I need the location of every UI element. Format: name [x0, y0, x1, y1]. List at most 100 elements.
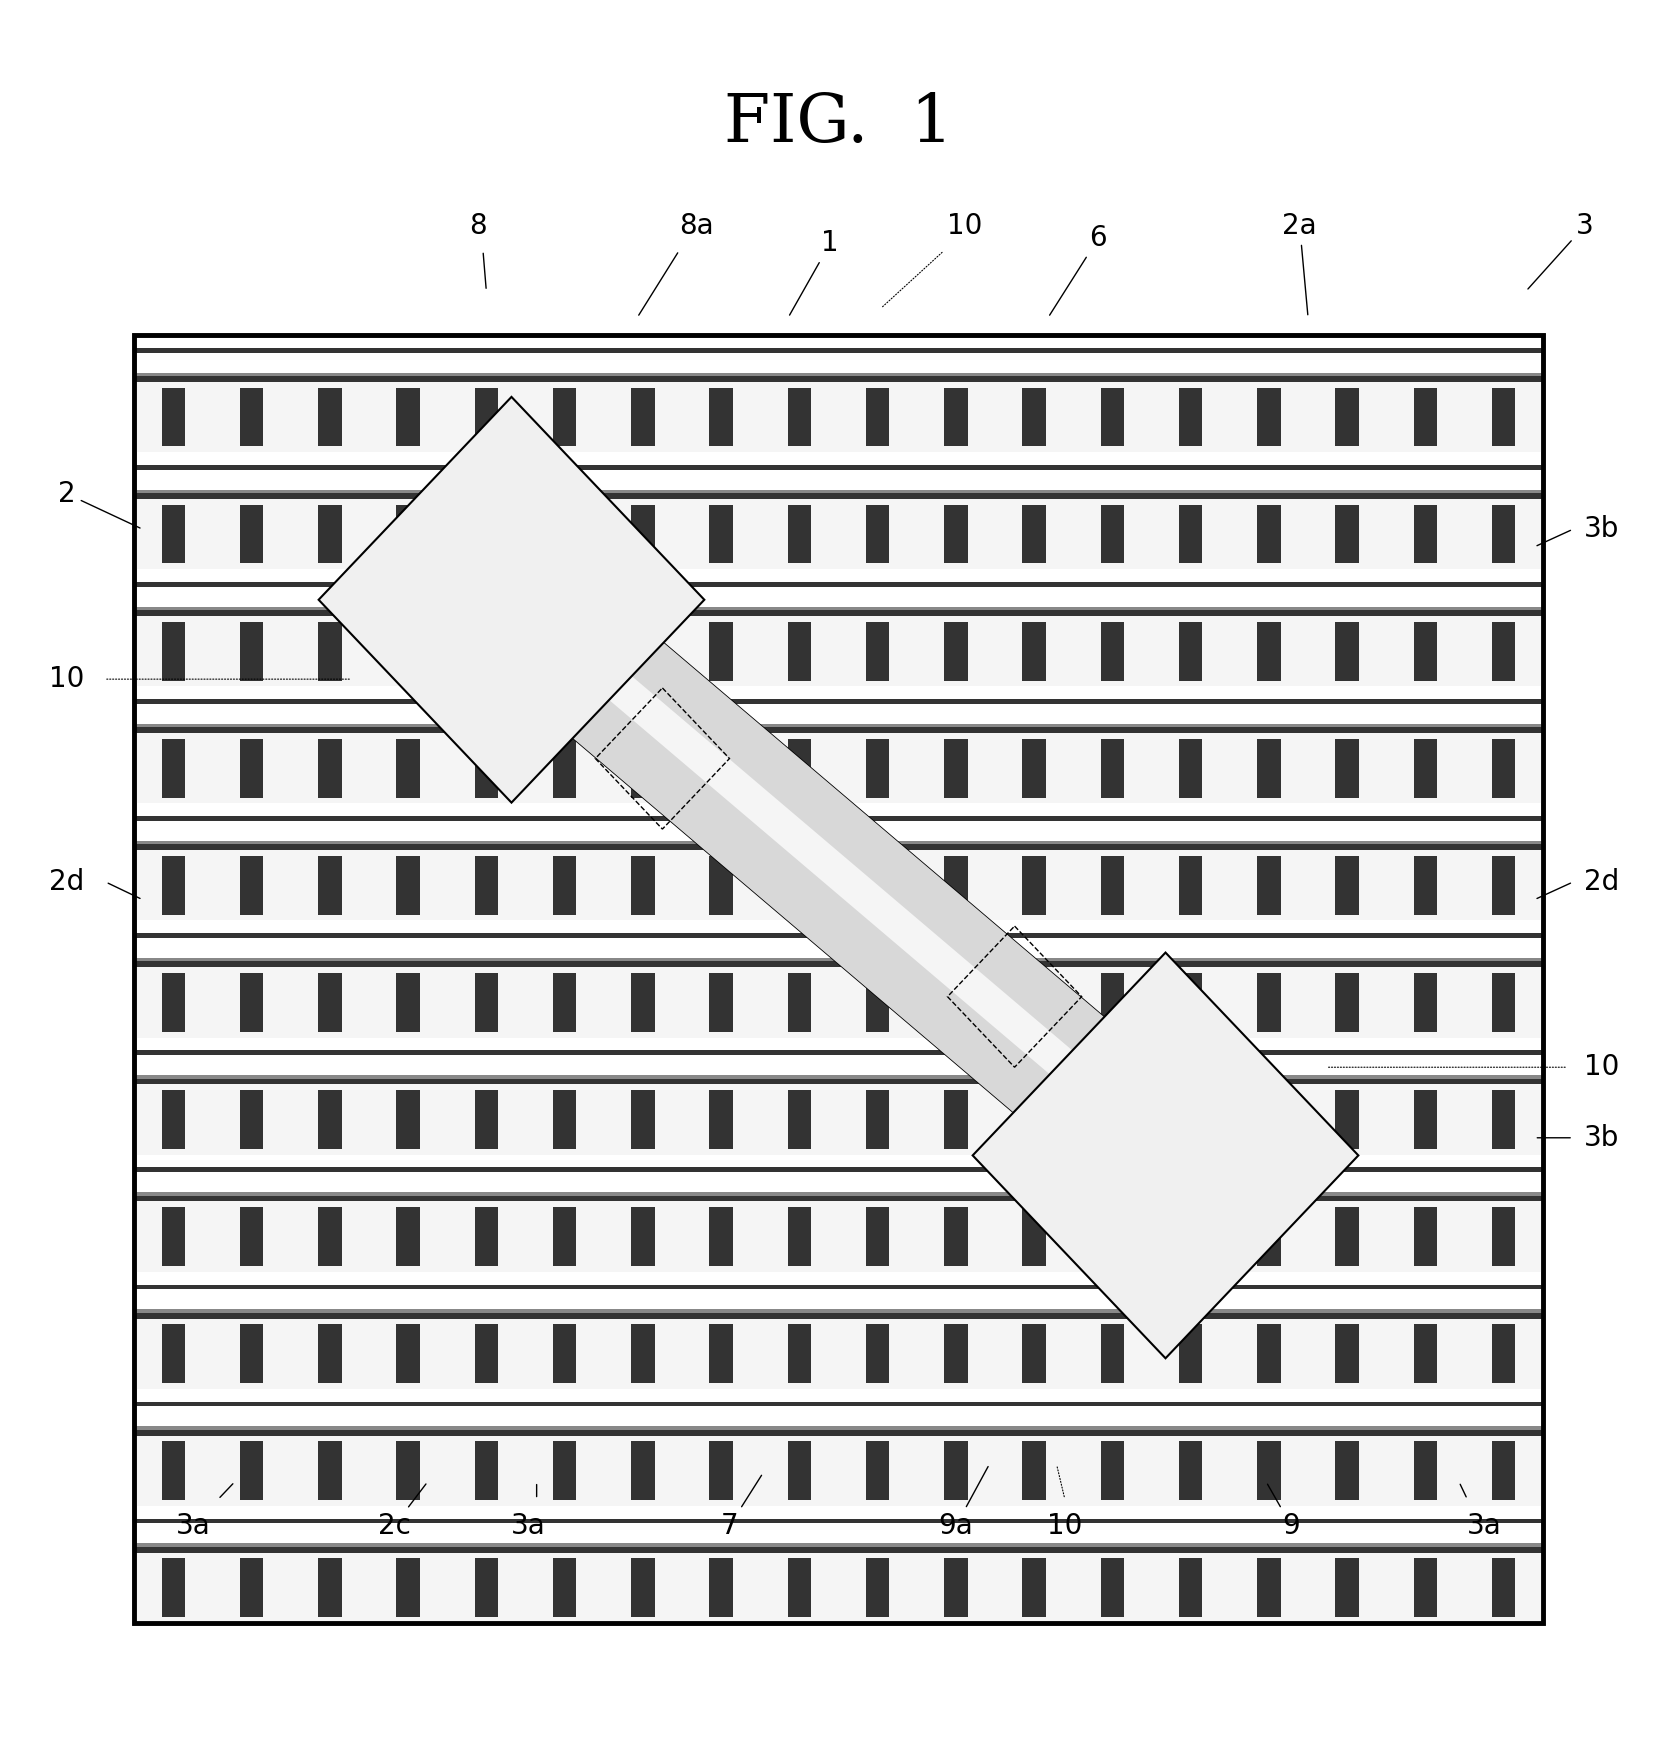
Bar: [1258, 623, 1281, 681]
Bar: [1100, 505, 1124, 563]
Bar: [631, 1559, 654, 1618]
Bar: [319, 739, 342, 797]
Bar: [134, 348, 1543, 353]
Text: 10: 10: [946, 212, 983, 240]
Bar: [1414, 856, 1437, 914]
Bar: [865, 739, 889, 797]
Bar: [1335, 739, 1358, 797]
Bar: [709, 856, 733, 914]
Bar: [944, 1441, 968, 1499]
Bar: [161, 739, 184, 797]
Bar: [553, 1441, 577, 1499]
Bar: [788, 1207, 812, 1267]
Bar: [944, 1090, 968, 1148]
Text: 3b: 3b: [1583, 515, 1620, 543]
Bar: [134, 734, 1543, 803]
Bar: [475, 1441, 498, 1499]
Bar: [319, 1441, 342, 1499]
Bar: [134, 727, 1543, 734]
Text: 10: 10: [49, 665, 86, 693]
Bar: [1023, 388, 1046, 446]
Bar: [134, 850, 1543, 921]
Bar: [1100, 1559, 1124, 1618]
Bar: [134, 723, 1543, 727]
Bar: [1179, 1090, 1202, 1148]
Bar: [631, 974, 654, 1032]
Bar: [475, 1207, 498, 1267]
Bar: [1179, 505, 1202, 563]
Bar: [240, 1441, 263, 1499]
Bar: [1493, 1559, 1516, 1618]
Bar: [631, 1441, 654, 1499]
Bar: [1493, 974, 1516, 1032]
Bar: [865, 1325, 889, 1383]
Bar: [631, 739, 654, 797]
Bar: [396, 1207, 419, 1267]
Bar: [161, 1207, 184, 1267]
Bar: [134, 490, 1543, 494]
Bar: [134, 1436, 1543, 1506]
Bar: [709, 388, 733, 446]
Bar: [709, 623, 733, 681]
Bar: [553, 856, 577, 914]
Text: 2: 2: [59, 480, 141, 527]
Bar: [240, 1207, 263, 1267]
Bar: [1023, 1559, 1046, 1618]
Bar: [319, 1090, 342, 1148]
Bar: [1100, 1207, 1124, 1267]
Text: 1: 1: [790, 229, 838, 316]
Bar: [134, 499, 1543, 570]
Bar: [161, 388, 184, 446]
Bar: [709, 1441, 733, 1499]
Bar: [1100, 1090, 1124, 1148]
Bar: [1023, 1207, 1046, 1267]
Bar: [709, 505, 733, 563]
Bar: [1335, 388, 1358, 446]
Text: 10: 10: [1583, 1053, 1620, 1081]
Bar: [1335, 974, 1358, 1032]
Bar: [631, 505, 654, 563]
Bar: [396, 856, 419, 914]
Bar: [788, 388, 812, 446]
Bar: [788, 1441, 812, 1499]
Text: 2d: 2d: [49, 868, 86, 896]
Bar: [865, 1559, 889, 1618]
Bar: [1414, 1325, 1437, 1383]
Bar: [475, 505, 498, 563]
Bar: [788, 739, 812, 797]
Bar: [709, 974, 733, 1032]
Text: 9: 9: [1268, 1484, 1300, 1540]
Text: 2a: 2a: [1283, 212, 1316, 314]
Bar: [134, 958, 1543, 961]
Bar: [788, 856, 812, 914]
Bar: [134, 494, 1543, 499]
Bar: [1179, 1559, 1202, 1618]
Bar: [475, 623, 498, 681]
Text: 3a: 3a: [511, 1512, 545, 1540]
Text: 8a: 8a: [679, 212, 713, 240]
Bar: [631, 623, 654, 681]
Bar: [240, 1090, 263, 1148]
Bar: [1023, 856, 1046, 914]
Bar: [1179, 1325, 1202, 1383]
Bar: [134, 607, 1543, 610]
Bar: [1179, 739, 1202, 797]
Bar: [944, 739, 968, 797]
Bar: [1258, 1090, 1281, 1148]
Bar: [1258, 1559, 1281, 1618]
Bar: [1023, 1441, 1046, 1499]
Bar: [134, 1402, 1543, 1406]
Bar: [865, 974, 889, 1032]
Bar: [1493, 1090, 1516, 1148]
Bar: [319, 388, 342, 446]
Bar: [1493, 739, 1516, 797]
Bar: [944, 1559, 968, 1618]
Bar: [1493, 1207, 1516, 1267]
Bar: [709, 1207, 733, 1267]
Bar: [319, 974, 342, 1032]
Bar: [134, 1544, 1543, 1547]
Bar: [1023, 1090, 1046, 1148]
Bar: [1493, 388, 1516, 446]
Bar: [134, 610, 1543, 616]
Bar: [865, 1207, 889, 1267]
